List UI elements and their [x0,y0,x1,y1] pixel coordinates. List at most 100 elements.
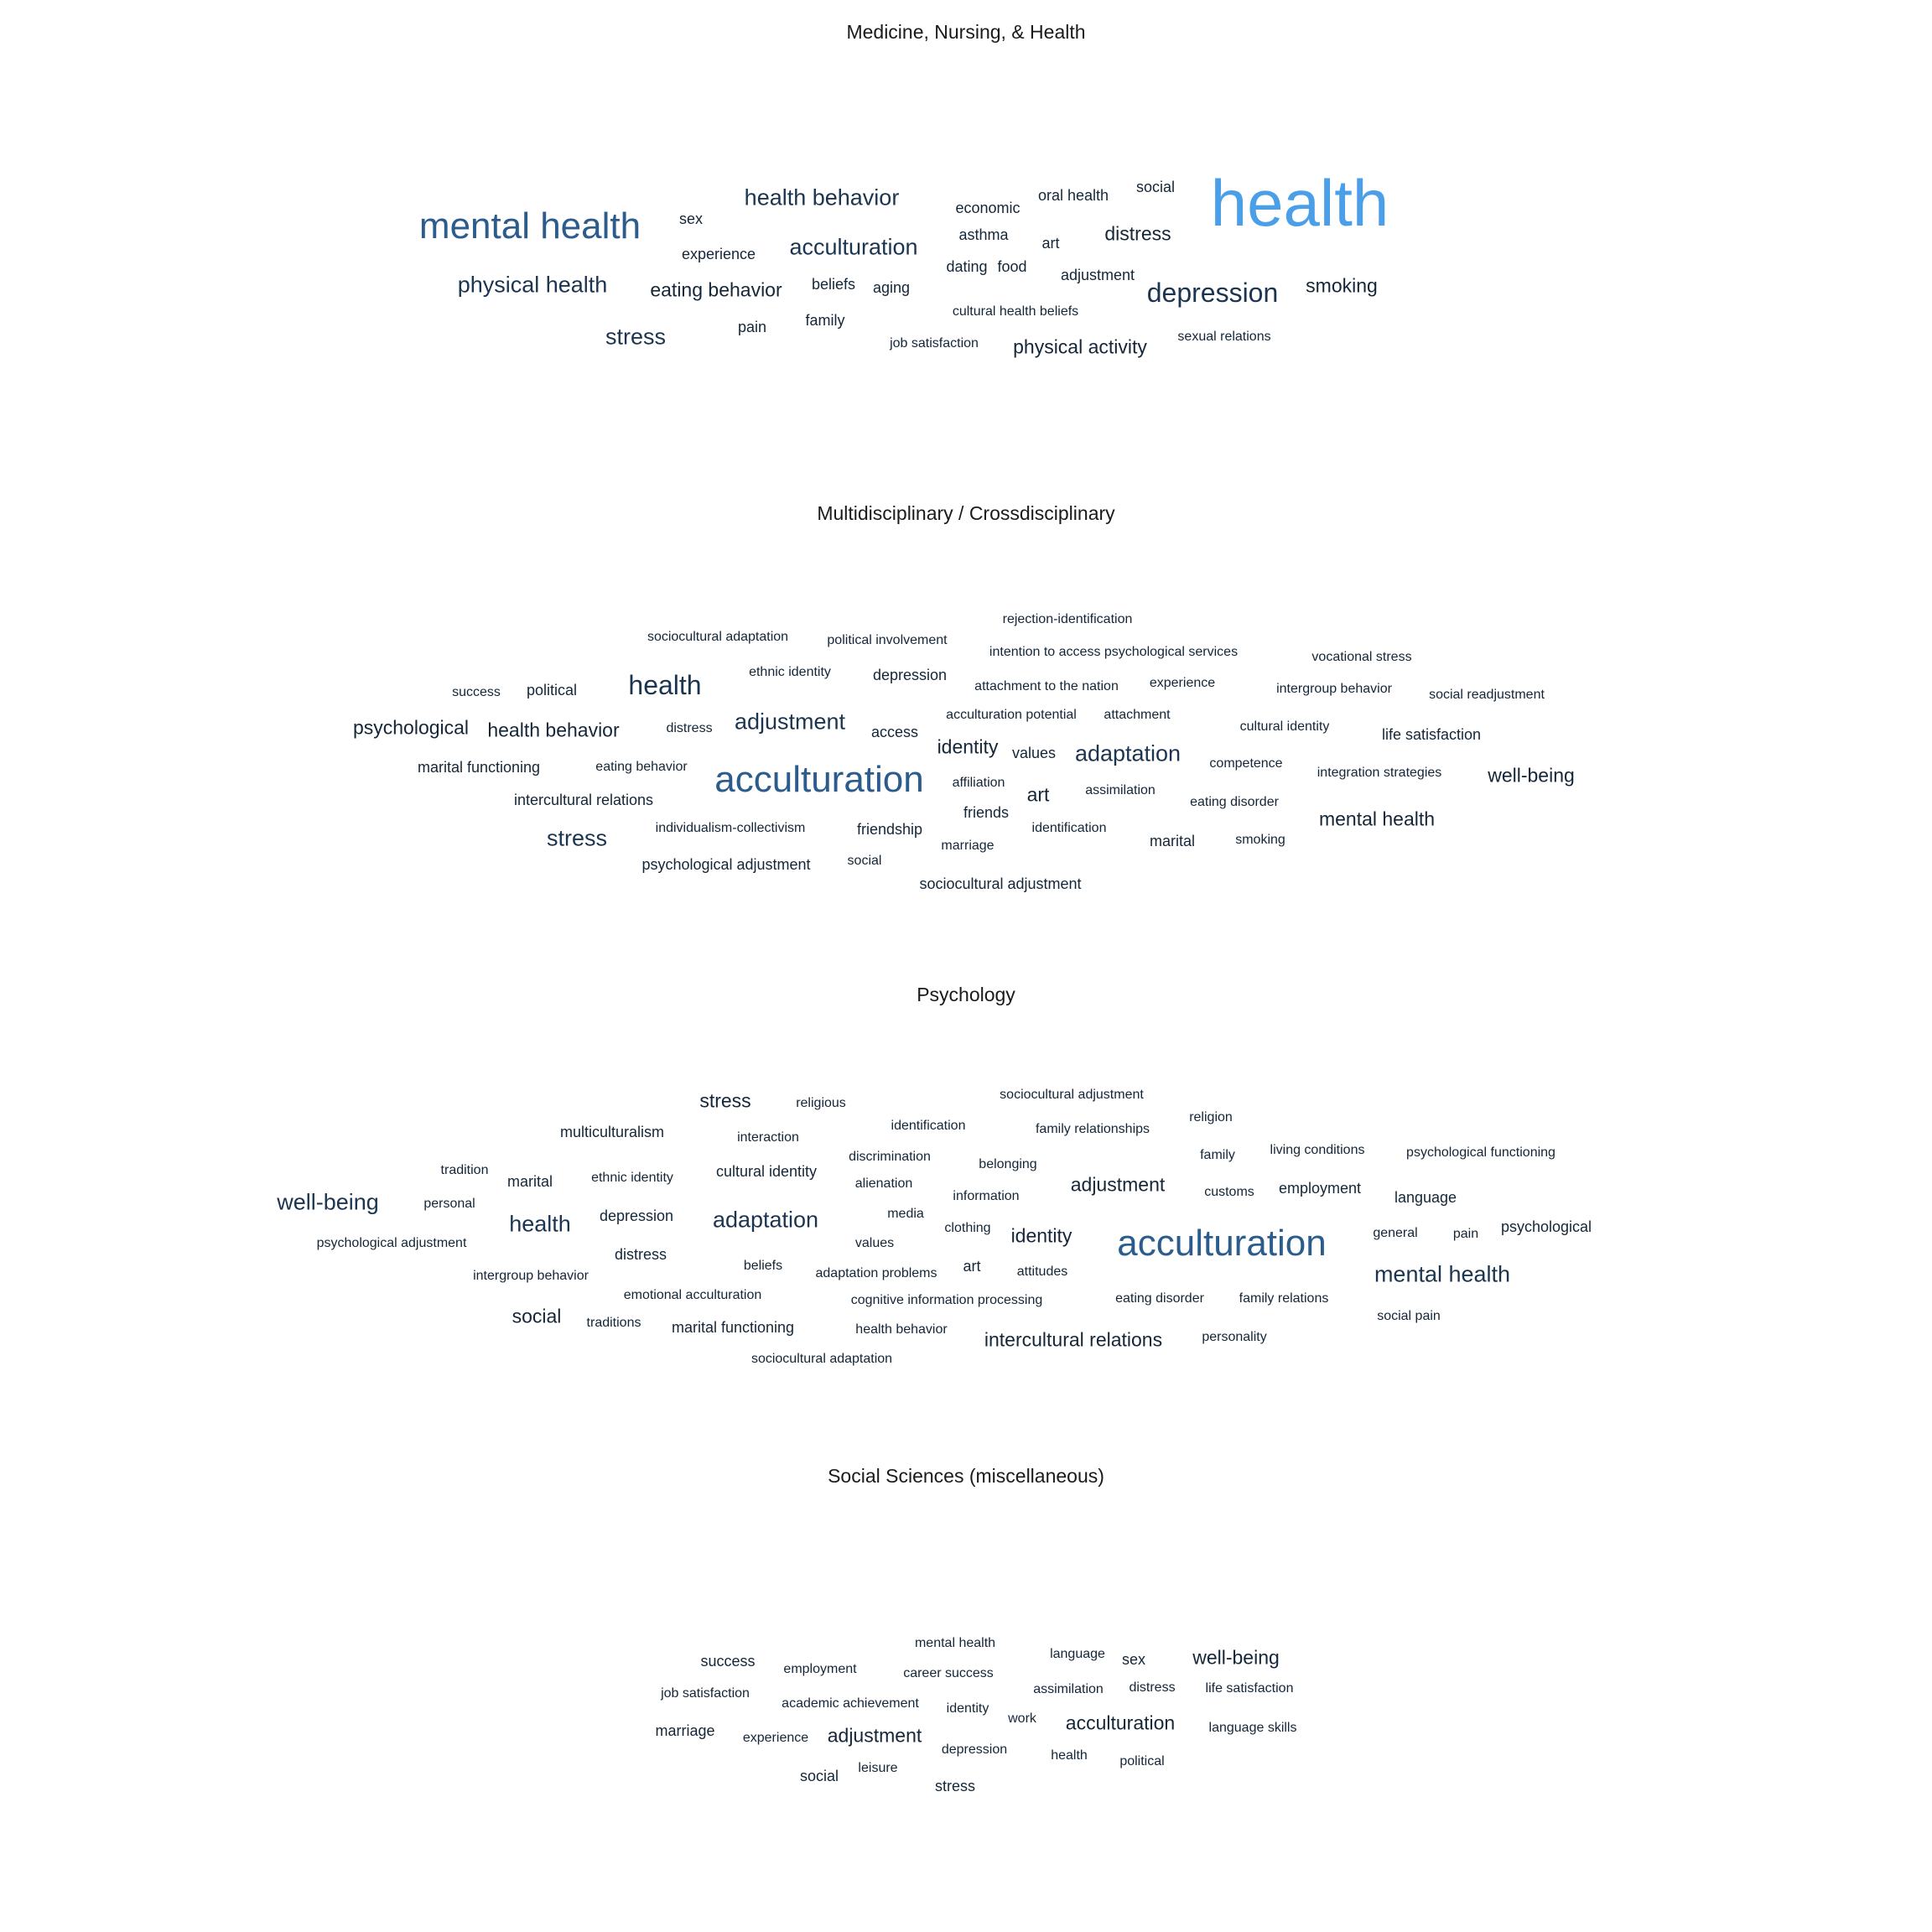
cloud-word: values [1011,745,1057,761]
cloud-word: access [870,724,919,740]
cloud-word: psychological [352,716,470,739]
cloud-word: intergroup behavior [1276,682,1392,696]
cloud-word: discrimination [849,1150,931,1164]
cloud-word: general [1373,1226,1418,1240]
cloud-word: acculturation potential [946,708,1077,722]
cloud-word: political [526,682,578,699]
cloud-word: career success [903,1666,994,1680]
cloud-word: marital functioning [417,759,541,776]
cloud-word: multiculturalism [559,1124,665,1140]
cloud-word: intercultural relations [513,792,654,808]
cloud-word: identification [891,1119,966,1133]
cloud-word: asthma [958,226,1009,243]
cloud-word: eating behavior [595,760,688,774]
cloud-word: health [628,670,702,700]
cloud-word: clothing [944,1221,991,1235]
cloud-word: depression [599,1208,674,1224]
cloud-word: cognitive information processing [850,1293,1043,1307]
cloud-word: sociocultural adaptation [750,1352,893,1366]
cloud-word: acculturation [1117,1223,1327,1264]
panel-title: Multidisciplinary / Crossdisciplinary [817,502,1115,524]
cloud-word: aging [872,279,911,296]
cloud-word: traditions [586,1316,641,1330]
cloud-word: psychological functioning [1406,1145,1555,1160]
cloud-word: identity [937,735,999,758]
cloud-word: experience [742,1731,809,1745]
cloud-word: stress [934,1778,976,1794]
cloud-word: marriage [941,839,995,853]
cloud-word: sociocultural adaptation [647,630,789,644]
cloud-word: attachment to the nation [974,679,1119,693]
cloud-word: acculturation [1065,1711,1176,1734]
cloud-word: vocational stress [1311,650,1412,664]
cloud-word: pain [1452,1227,1479,1241]
cloud-word: stress [546,825,608,851]
cloud-word: adjustment [1070,1173,1166,1196]
cloud-word: eating disorder [1115,1291,1204,1306]
cloud-word: sociocultural adjustment [919,875,1082,892]
cloud-word: acculturation [789,234,918,260]
panel-title: Social Sciences (miscellaneous) [828,1465,1104,1487]
cloud-word: adaptation [712,1207,819,1233]
cloud-word: cultural health beliefs [952,304,1079,319]
cloud-word: competence [1209,756,1283,771]
cloud-word: pain [737,319,767,335]
cloud-word: political [1119,1754,1165,1768]
cloud-word: employment [1278,1180,1362,1197]
cloud-word: employment [783,1662,857,1676]
cloud-word: depression [1146,278,1279,308]
cloud-word: art [1041,235,1060,252]
cloud-word: attitudes [1016,1265,1068,1279]
cloud-word: health behavior [855,1322,948,1337]
cloud-word: information [953,1189,1020,1203]
cloud-word: rejection-identification [1002,612,1133,626]
cloud-word: individualism-collectivism [655,821,806,835]
cloud-word: emotional acculturation [623,1288,762,1302]
cloud-word: work [1008,1711,1036,1726]
cloud-word: social [1135,179,1176,195]
cloud-word: social [512,1305,562,1327]
cloud-word: mental health [418,205,641,247]
cloud-word: tradition [440,1163,489,1177]
panel-title: Psychology [917,984,1015,1005]
cloud-word: health [1210,166,1389,240]
cloud-word: physical activity [1013,335,1147,358]
cloud-word: distress [614,1246,667,1263]
cloud-word: adjustment [1060,267,1135,283]
cloud-word: job satisfaction [890,336,979,351]
cloud-word: family relationships [1035,1122,1150,1136]
cloud-word: assimilation [1085,783,1156,797]
cloud-word: assimilation [1033,1682,1104,1696]
cloud-word: intention to access psychological servic… [989,645,1239,659]
cloud-word: language skills [1208,1721,1297,1735]
cloud-word: media [887,1207,924,1221]
cloud-word: experience [681,246,756,262]
cloud-word: art [1026,783,1050,806]
cloud-word: mental health [1318,808,1436,830]
cloud-word: depression [872,667,948,683]
cloud-word: depression [941,1742,1008,1757]
cloud-word: sex [1121,1651,1146,1668]
cloud-word: intercultural relations [984,1328,1163,1351]
cloud-word: family [1200,1148,1235,1162]
cloud-word: psychological [1500,1218,1592,1235]
cloud-word: health [1051,1748,1088,1763]
cloud-word: psychological adjustment [641,856,811,873]
cloud-word: economic [955,200,1021,216]
cloud-word: mental health [1374,1261,1511,1287]
cloud-word: family relations [1239,1291,1329,1306]
cloud-word: adaptation problems [815,1266,937,1280]
cloud-word: social [847,854,882,868]
cloud-word: social readjustment [1429,688,1545,702]
cloud-word: cultural identity [715,1163,818,1180]
cloud-word: identity [946,1701,989,1716]
cloud-word: mental health [914,1636,996,1650]
cloud-word: adjustment [734,709,846,735]
cloud-word: ethnic identity [749,665,831,679]
cloud-word: eating disorder [1190,795,1279,809]
cloud-word: psychological adjustment [316,1236,467,1250]
cloud-word: physical health [457,272,608,298]
cloud-word: oral health [1037,187,1109,204]
cloud-word: health behavior [487,719,620,741]
cloud-word: art [963,1258,981,1275]
